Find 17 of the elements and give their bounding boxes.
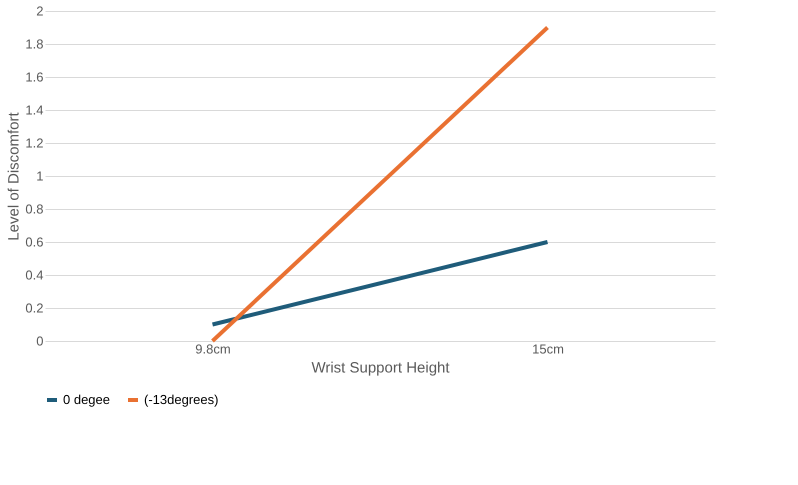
y-tick-label: 1.8	[25, 36, 44, 52]
y-tick-label: 2	[36, 4, 44, 18]
x-tick-label: 15cm	[532, 342, 564, 356]
y-tick-label: 0	[36, 334, 44, 348]
y-tick-label: 0.4	[25, 268, 44, 282]
y-tick-label: 0.8	[25, 202, 44, 216]
y-tick-label: 0.6	[25, 234, 44, 250]
y-tick-label: 1.6	[25, 70, 44, 84]
x-tick-label: 9.8cm	[195, 342, 231, 356]
y-tick-label: 0.2	[25, 300, 44, 316]
legend-label: 0 degee	[63, 392, 110, 407]
legend-label: (-13degrees)	[144, 392, 218, 407]
y-tick-label: 1	[36, 168, 44, 184]
y-tick-label: 1.2	[25, 136, 44, 150]
y-axis-title: Level of Discomfort	[5, 111, 22, 241]
y-tick-label: 1.4	[25, 102, 44, 118]
x-axis-title: Wrist Support Height	[311, 360, 450, 376]
